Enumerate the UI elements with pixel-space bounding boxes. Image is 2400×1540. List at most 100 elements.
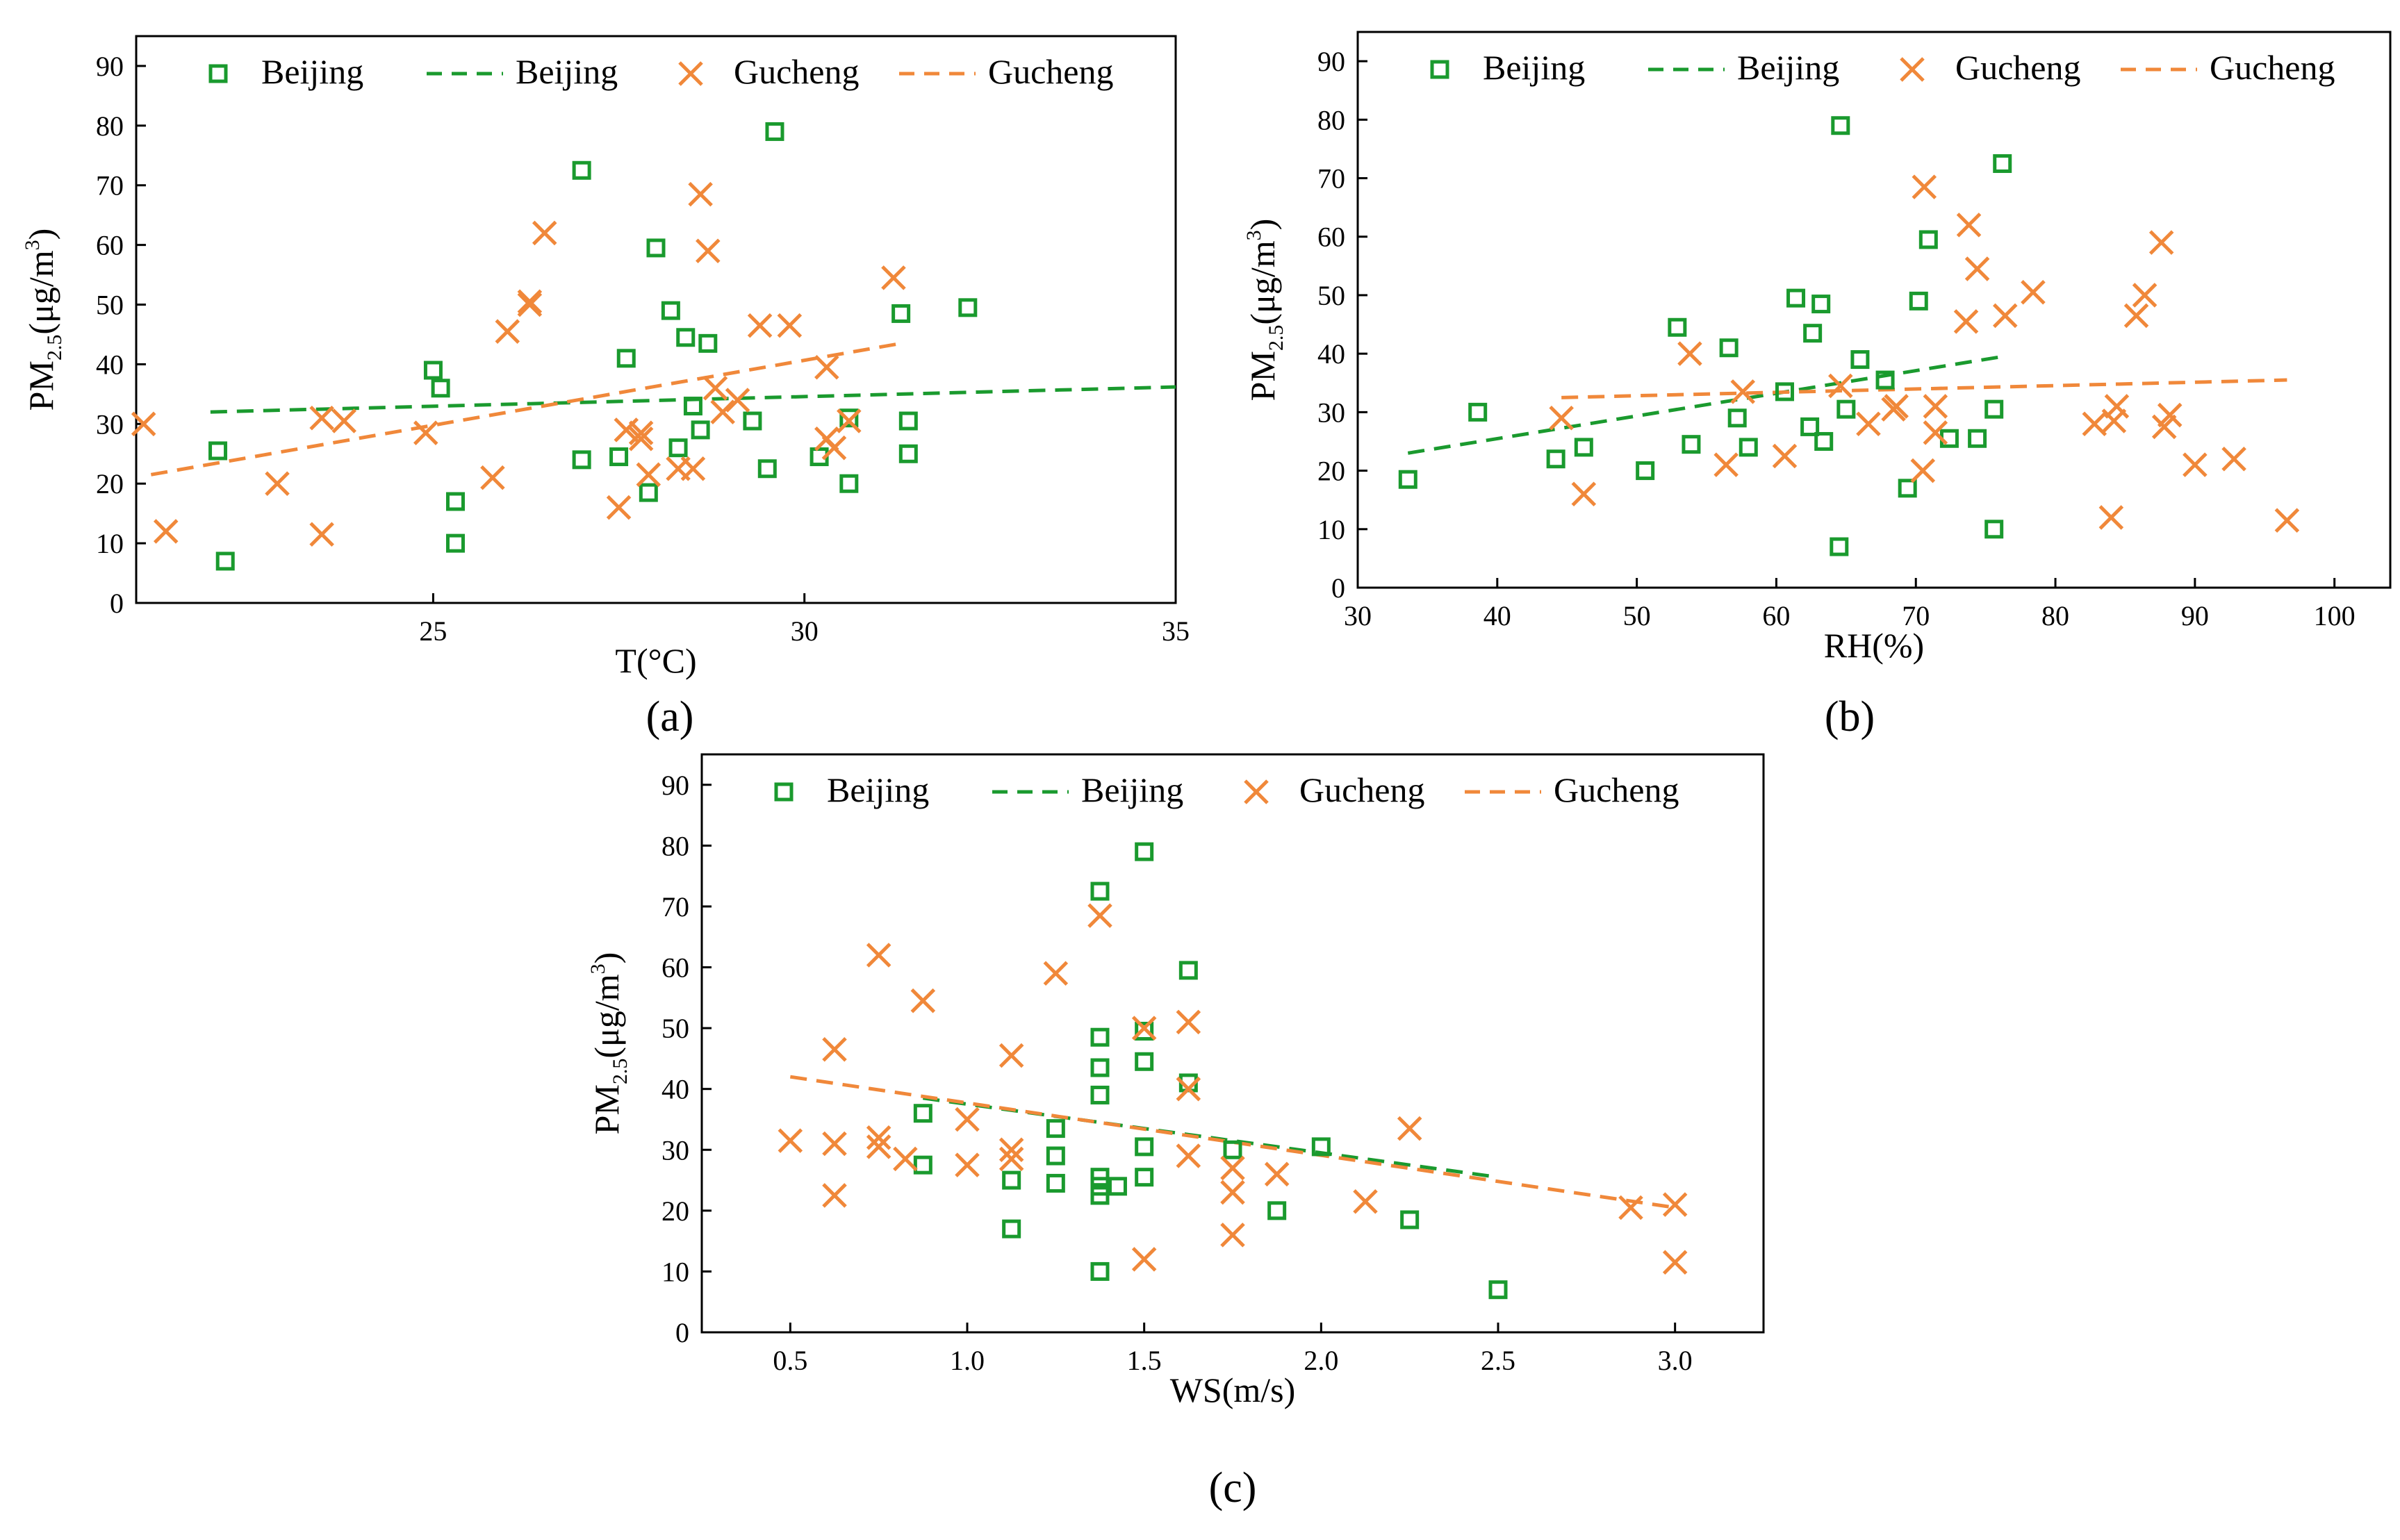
x-tick-label: 100 <box>2314 600 2356 631</box>
gucheng-point <box>1043 961 1069 986</box>
y-axis-title: PM2.5(μg/m3) <box>21 229 66 411</box>
gucheng-point <box>822 1131 847 1157</box>
legend: Beijing Beijing Gucheng Gucheng <box>1430 48 2335 87</box>
beijing-point <box>1046 1146 1065 1166</box>
gucheng-point <box>2101 408 2127 433</box>
gucheng-point <box>2151 414 2177 440</box>
beijing-point <box>572 450 591 470</box>
gucheng-point <box>702 376 728 401</box>
gucheng-point <box>1131 1016 1157 1041</box>
y-tick-label: 30 <box>1317 397 1345 428</box>
gucheng-point <box>413 420 438 445</box>
x-tick-label: 40 <box>1483 600 1511 631</box>
legend: Beijing Beijing Gucheng Gucheng <box>208 52 1114 91</box>
gucheng-point <box>778 1128 803 1153</box>
beijing-point <box>913 1104 932 1123</box>
gucheng-point <box>2098 505 2124 530</box>
beijing-point <box>765 122 784 141</box>
gucheng-point <box>837 408 862 433</box>
y-tick-label: 0 <box>110 588 124 619</box>
gucheng-point <box>680 456 706 481</box>
gucheng-point <box>2274 508 2300 533</box>
beijing-point <box>1993 154 2012 173</box>
beijing-point <box>1090 1027 1110 1047</box>
x-tick-label: 70 <box>1902 600 1930 631</box>
gucheng-point <box>866 1125 891 1150</box>
beijing-point <box>1800 417 1820 436</box>
beijing-point <box>1135 1137 1154 1157</box>
beijing-point <box>1178 961 1198 980</box>
beijing-point <box>1898 479 1917 498</box>
gucheng-point <box>2123 303 2149 329</box>
y-tick-label: 80 <box>1317 104 1345 135</box>
beijing-point <box>743 411 762 431</box>
beijing-point <box>1223 1140 1242 1159</box>
beijing-point <box>1135 1052 1154 1071</box>
plot-frame <box>1356 31 2392 589</box>
gucheng-point <box>998 1146 1024 1172</box>
gucheng-point <box>1923 420 1948 445</box>
beijing-point <box>1574 438 1593 457</box>
y-tick-label: 20 <box>1317 456 1345 487</box>
gucheng-point <box>821 435 847 461</box>
beijing-point <box>1135 1168 1154 1187</box>
gucheng-point <box>955 1152 980 1177</box>
beijing-point <box>913 1155 932 1175</box>
gucheng-point <box>1772 443 1798 469</box>
gucheng-point <box>1662 1192 1688 1217</box>
plot-frame <box>135 35 1177 604</box>
x-tick-label: 60 <box>1762 600 1790 631</box>
beijing-point <box>1090 1058 1110 1077</box>
beijing-point <box>839 474 859 493</box>
gucheng-point <box>1264 1161 1290 1187</box>
gucheng-point <box>2183 452 2208 477</box>
gucheng-fit-line <box>1561 378 2287 399</box>
beijing-point <box>1090 1085 1110 1104</box>
gucheng-point <box>777 313 803 338</box>
x-tick-label: 50 <box>1623 600 1651 631</box>
beijing-point <box>616 349 636 368</box>
x-tick-label: 0.5 <box>773 1345 807 1376</box>
gucheng-point <box>1131 1247 1157 1272</box>
x-tick-label: 30 <box>791 615 819 647</box>
beijing-point <box>1488 1280 1508 1300</box>
y-tick-label: 20 <box>96 468 124 499</box>
legend-gucheng-line-label: Gucheng <box>1554 770 1679 809</box>
gucheng-point <box>1828 373 1853 399</box>
beijing-point <box>1311 1137 1331 1157</box>
y-tick-label: 40 <box>661 1074 689 1105</box>
y-tick-label: 30 <box>661 1134 689 1166</box>
gucheng-point <box>131 411 156 437</box>
gucheng-point <box>1397 1116 1422 1141</box>
y-tick-label: 60 <box>96 230 124 261</box>
gucheng-point <box>1953 309 1979 334</box>
beijing-point <box>661 301 680 320</box>
beijing-point <box>1727 408 1747 428</box>
beijing-point <box>1668 317 1687 337</box>
x-axis-title: RH(%) <box>1824 626 1924 665</box>
gucheng-point <box>2221 446 2246 472</box>
gucheng-point <box>1176 1076 1201 1102</box>
gucheng-point <box>2132 283 2157 308</box>
gucheng-point <box>1730 379 1756 404</box>
gucheng-point <box>747 313 773 338</box>
beijing-point <box>423 361 443 380</box>
plot-frame <box>700 753 1765 1334</box>
gucheng-fit-line <box>150 341 902 477</box>
beijing-point <box>1135 1021 1154 1041</box>
gucheng-point <box>1713 452 1739 477</box>
beijing-point <box>208 441 228 461</box>
y-tick-label: 90 <box>1317 46 1345 77</box>
gucheng-point <box>517 289 543 314</box>
legend-beijing-line-label: Beijing <box>1081 770 1183 809</box>
beijing-point <box>1968 429 1987 448</box>
beijing-point <box>1739 438 1758 457</box>
x-tick-label: 1.5 <box>1127 1345 1162 1376</box>
gucheng-fit-line <box>789 1075 1676 1209</box>
beijing-point <box>646 238 666 258</box>
gucheng-point <box>822 1183 847 1208</box>
y-tick-label: 70 <box>1317 163 1345 194</box>
gucheng-point <box>893 1146 918 1172</box>
gucheng-point <box>309 522 334 547</box>
legend-gucheng-marker <box>1900 57 1925 82</box>
